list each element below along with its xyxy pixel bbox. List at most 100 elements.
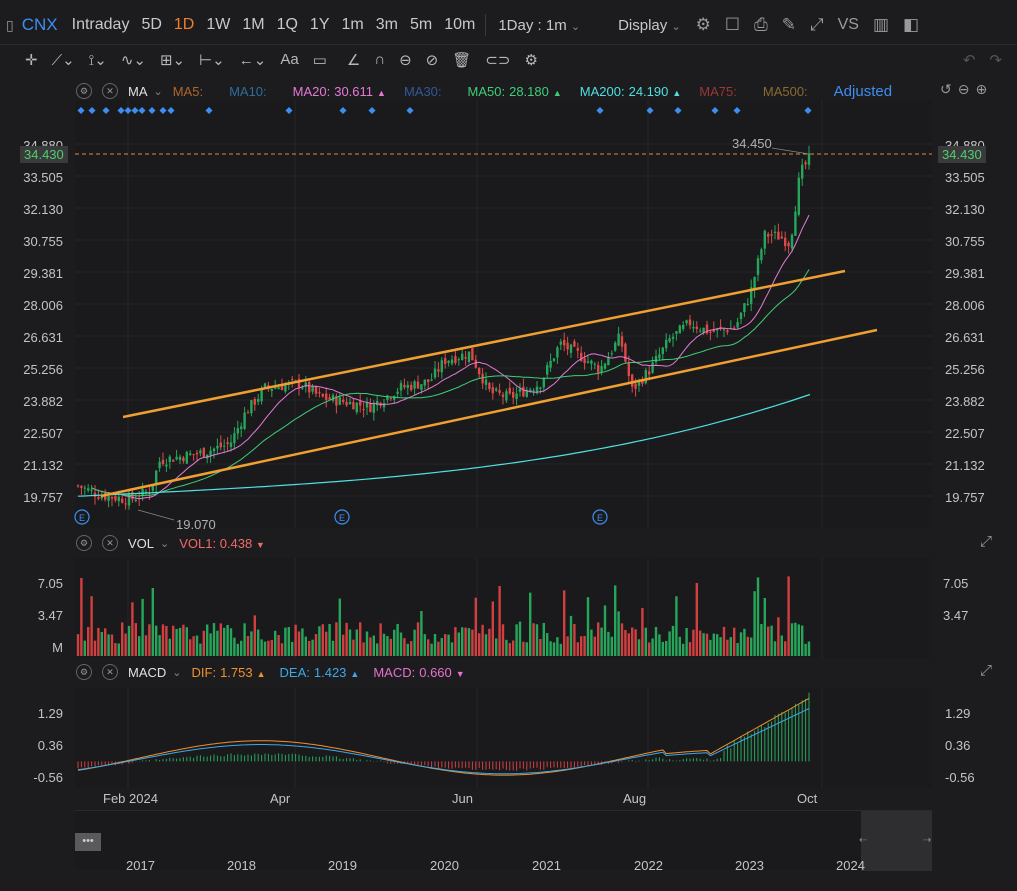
- volume-bar: [702, 633, 705, 656]
- indicator-close-icon[interactable]: ✕: [102, 83, 118, 99]
- compare-vs-button[interactable]: VS: [837, 16, 859, 33]
- magnet-icon[interactable]: ∩: [374, 51, 386, 68]
- ma-legend-item[interactable]: MA200: 24.190 ▲: [580, 84, 682, 99]
- ma-legend-item[interactable]: MA50: 28.180 ▲: [468, 84, 562, 99]
- redo-icon[interactable]: ↷: [989, 51, 1002, 69]
- chevron-down-icon[interactable]: ⌄: [153, 85, 163, 98]
- plus-circle-icon[interactable]: ⊕: [975, 81, 988, 97]
- period-1m[interactable]: 1M: [242, 16, 265, 33]
- volume-bar: [253, 615, 256, 656]
- navigator-left-arrow-icon[interactable]: ⇠: [859, 835, 868, 846]
- period-1d[interactable]: 1D: [173, 16, 195, 33]
- camera-icon[interactable]: ⎙: [754, 15, 768, 34]
- candle-body: [83, 487, 86, 489]
- period-1min[interactable]: 1m: [341, 16, 364, 33]
- symbol-label[interactable]: CNX: [21, 15, 58, 34]
- main-indicator-name[interactable]: MA: [128, 83, 148, 99]
- time-tick-label: Aug: [623, 791, 647, 806]
- pattern-tool-icon[interactable]: ⊞⌄: [159, 51, 186, 69]
- expand-pane-icon[interactable]: ⤢: [980, 533, 993, 550]
- period-intraday[interactable]: Intraday: [71, 16, 130, 33]
- axis-tick-label: 19.757: [23, 490, 63, 505]
- volume-bar: [525, 642, 528, 656]
- vol-settings-icon[interactable]: ⚙: [76, 535, 92, 551]
- volume-bar: [420, 610, 423, 656]
- ma-legend-item[interactable]: MA500:: [763, 84, 816, 99]
- ma-legend-item[interactable]: MA5:: [173, 84, 211, 99]
- ma-legend-item[interactable]: MA30:: [404, 84, 450, 99]
- chevron-down-icon[interactable]: ⌄: [160, 537, 170, 550]
- note-tool-icon[interactable]: ▭: [312, 51, 327, 69]
- candle-body: [325, 393, 328, 400]
- candle-body: [328, 397, 331, 400]
- vol-close-icon[interactable]: ✕: [102, 535, 118, 551]
- volume-bar: [665, 640, 668, 656]
- navigator-handle-left[interactable]: •••: [75, 833, 101, 851]
- measure-tool-icon[interactable]: ⊢⌄: [199, 51, 225, 69]
- candle-body: [467, 351, 471, 362]
- period-1y[interactable]: 1Y: [309, 16, 330, 33]
- period-1w[interactable]: 1W: [206, 16, 231, 33]
- trendline-tool-icon[interactable]: ⟋⌄: [51, 51, 75, 69]
- delete-drawing-icon[interactable]: 🗑: [452, 51, 472, 69]
- axis-tick-label: -0.56: [33, 770, 63, 785]
- lock-drawing-icon[interactable]: ⊖: [399, 51, 412, 69]
- volume-bar: [756, 577, 760, 656]
- low-price-label: 19.070: [176, 517, 216, 532]
- drawing-settings-icon[interactable]: ⚙: [524, 51, 538, 69]
- arrow-tool-icon[interactable]: ←⌄: [238, 51, 267, 69]
- panel-toggle-icon[interactable]: ◧: [903, 15, 920, 34]
- volume-bar: [716, 634, 719, 656]
- pencil-icon[interactable]: ✎: [781, 15, 797, 34]
- adjusted-label[interactable]: Adjusted: [833, 82, 893, 100]
- period-5d[interactable]: 5D: [141, 16, 162, 33]
- ma-legend-item[interactable]: MA75:: [699, 84, 745, 99]
- sidebar-toggle-icon[interactable]: ▯: [6, 16, 14, 33]
- volume-bar: [522, 641, 525, 656]
- display-dropdown[interactable]: Display ⌄: [610, 17, 689, 34]
- candle-body: [525, 389, 528, 397]
- undo-icon[interactable]: ↶: [962, 51, 976, 69]
- volume-bar: [199, 643, 202, 656]
- crosshair-icon[interactable]: ✛: [25, 51, 38, 69]
- period-3min[interactable]: 3m: [375, 16, 398, 33]
- volume-bar: [736, 643, 739, 656]
- hide-drawing-icon[interactable]: ⊘: [425, 51, 439, 69]
- pitchfork-tool-icon[interactable]: ⟟⌄: [88, 51, 107, 69]
- macd-settings-icon[interactable]: ⚙: [76, 664, 92, 680]
- ruler-icon[interactable]: ∠: [346, 51, 361, 69]
- candle-body: [246, 412, 250, 414]
- macd-close-icon[interactable]: ✕: [102, 664, 118, 680]
- period-1q[interactable]: 1Q: [276, 16, 298, 33]
- navigator-window[interactable]: [861, 811, 932, 871]
- candle-body: [413, 381, 416, 389]
- earnings-marker-label: E: [339, 513, 345, 523]
- candle-body: [797, 177, 800, 215]
- ma-legend-item[interactable]: MA20: 30.611 ▲: [293, 84, 386, 99]
- settings-gear-icon[interactable]: ⚙: [695, 15, 711, 34]
- layout-icon[interactable]: ☐: [724, 15, 741, 34]
- navigator[interactable]: ••• ⇠ ⇢ 2017 2018 2019 2020 2021 2022 2023 2024: [75, 810, 932, 873]
- chevron-down-icon[interactable]: ⌄: [172, 666, 182, 679]
- link-icon[interactable]: ⊂⊃: [485, 51, 511, 69]
- expand-pane-icon[interactable]: ⤢: [980, 662, 993, 679]
- candle-body: [495, 388, 498, 391]
- minus-circle-icon[interactable]: ⊖: [957, 81, 970, 97]
- wave-tool-icon[interactable]: ∿⌄: [120, 51, 146, 69]
- vol-indicator-name[interactable]: VOL: [128, 535, 155, 551]
- book-icon[interactable]: ▥: [872, 15, 890, 34]
- macd-indicator-name[interactable]: MACD: [128, 664, 167, 680]
- event-marker-icon: [711, 106, 719, 115]
- volume-bar: [148, 624, 151, 656]
- volume-bar: [274, 630, 277, 656]
- ma-legend-item[interactable]: MA10:: [229, 84, 275, 99]
- period-5min[interactable]: 5m: [409, 16, 433, 33]
- text-tool-icon[interactable]: Aa: [280, 51, 299, 68]
- fullscreen-icon[interactable]: ⤢: [810, 15, 824, 34]
- navigator-right-arrow-icon[interactable]: ⇢: [923, 835, 932, 846]
- interval-dropdown[interactable]: 1Day : 1m ⌄: [490, 17, 588, 34]
- reset-icon[interactable]: ↺: [940, 81, 952, 97]
- indicator-settings-icon[interactable]: ⚙: [76, 83, 92, 99]
- period-10min[interactable]: 10m: [444, 16, 476, 33]
